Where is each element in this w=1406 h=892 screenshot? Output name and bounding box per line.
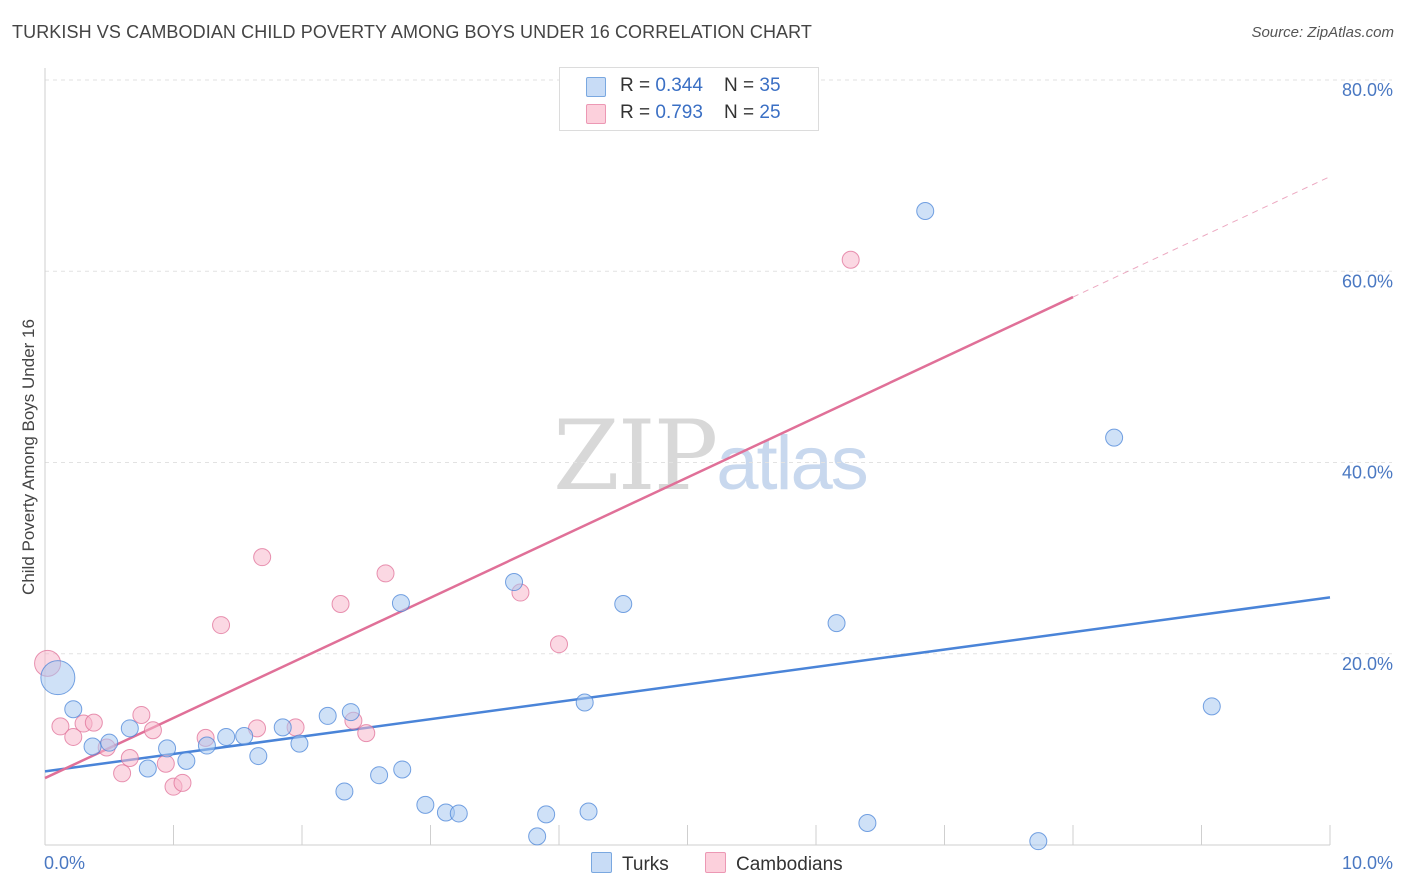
- point-turks: [416, 795, 435, 814]
- trend-line-cambodians: [44, 295, 1074, 780]
- point-turks: [158, 739, 177, 758]
- y-axis-label: Child Poverty Among Boys Under 16: [19, 319, 38, 595]
- grid: [45, 79, 1392, 655]
- point-cambodians: [550, 635, 568, 654]
- legend-swatch-cambodians: [586, 104, 606, 124]
- point-turks: [83, 737, 102, 756]
- legend-text-turks: R = 0.344 N = 35: [620, 75, 781, 97]
- point-turks: [449, 804, 468, 823]
- point-cambodians: [841, 250, 860, 269]
- point-cambodians: [120, 748, 139, 767]
- point-turks: [249, 747, 268, 766]
- trend-extension-cambodians: [1072, 176, 1331, 298]
- n-value-cambodians: 25: [759, 102, 781, 123]
- point-turks: [197, 736, 216, 755]
- point-turks: [138, 759, 157, 778]
- point-turks: [290, 734, 309, 753]
- watermark: ZIPatlas: [553, 400, 869, 512]
- bottom-swatch-turks: [591, 852, 612, 873]
- y-tick-label: 20.0%: [1342, 654, 1393, 674]
- correlation-legend: R = 0.344 N = 35 R = 0.793 N = 25: [559, 67, 819, 131]
- point-turks: [120, 719, 139, 738]
- bottom-legend-label-turks: Turks: [622, 854, 669, 875]
- point-turks: [273, 718, 292, 737]
- point-turks: [318, 706, 337, 725]
- bottom-legend-turks: Turks: [591, 852, 669, 876]
- point-turks: [40, 660, 76, 696]
- r-value-turks: 0.344: [655, 75, 703, 96]
- legend-swatch-turks: [586, 77, 606, 97]
- point-cambodians: [156, 754, 175, 773]
- point-cambodians: [212, 616, 231, 635]
- point-turks: [217, 727, 236, 746]
- bottom-legend-cambodians: Cambodians: [705, 852, 843, 876]
- x-tick-label: 10.0%: [1342, 853, 1393, 873]
- watermark-atlas: atlas: [716, 421, 869, 506]
- point-turks: [64, 700, 83, 719]
- watermark-zip: ZIP: [553, 400, 718, 512]
- point-turks: [1105, 428, 1124, 447]
- point-cambodians: [357, 724, 376, 743]
- point-turks: [505, 573, 524, 592]
- point-cambodians: [173, 773, 192, 792]
- point-turks: [827, 614, 846, 633]
- r-label: R =: [620, 102, 656, 123]
- trend-line-turks: [44, 596, 1331, 773]
- bottom-legend-label-cambodians: Cambodians: [736, 854, 843, 875]
- point-turks: [370, 766, 389, 785]
- point-turks: [579, 802, 598, 821]
- y-tick-label: 40.0%: [1342, 463, 1393, 483]
- point-turks: [575, 693, 594, 712]
- point-turks: [393, 760, 412, 779]
- point-cambodians: [331, 595, 350, 614]
- trend-lines: [44, 176, 1331, 780]
- source-label: Source: ZipAtlas.com: [1251, 24, 1394, 41]
- point-cambodians: [64, 727, 83, 746]
- point-cambodians: [253, 548, 272, 567]
- point-turks: [391, 594, 410, 613]
- point-cambodians: [376, 564, 395, 583]
- point-turks: [528, 827, 547, 846]
- r-value-cambodians: 0.793: [655, 102, 703, 123]
- point-turks: [335, 782, 354, 801]
- axes: [44, 68, 1331, 846]
- point-cambodians: [51, 717, 70, 736]
- point-turks: [1029, 832, 1048, 851]
- legend-text-cambodians: R = 0.793 N = 25: [620, 102, 781, 124]
- tick-labels: 20.0% 40.0% 60.0% 80.0% 0.0% 10.0%: [44, 80, 1393, 873]
- point-cambodians: [143, 721, 162, 740]
- point-turks: [100, 733, 119, 752]
- point-turks: [858, 814, 877, 833]
- y-tick-label: 60.0%: [1342, 271, 1393, 291]
- x-tick-label: 0.0%: [44, 853, 85, 873]
- point-turks: [1202, 697, 1221, 716]
- n-label: N =: [724, 102, 760, 123]
- chart-title: TURKISH VS CAMBODIAN CHILD POVERTY AMONG…: [12, 22, 813, 42]
- point-turks: [916, 202, 935, 221]
- r-label: R =: [620, 75, 656, 96]
- point-turks: [235, 726, 254, 745]
- n-label: N =: [724, 75, 760, 96]
- point-cambodians: [113, 764, 132, 783]
- y-tick-label: 80.0%: [1342, 80, 1393, 100]
- bottom-swatch-cambodians: [705, 852, 726, 873]
- data-points: [34, 202, 1221, 851]
- point-cambodians: [84, 713, 103, 732]
- point-turks: [341, 703, 360, 722]
- point-turks: [177, 751, 196, 770]
- point-cambodians: [132, 705, 151, 724]
- point-turks: [537, 805, 556, 824]
- n-value-turks: 35: [759, 75, 781, 96]
- point-turks: [614, 595, 633, 614]
